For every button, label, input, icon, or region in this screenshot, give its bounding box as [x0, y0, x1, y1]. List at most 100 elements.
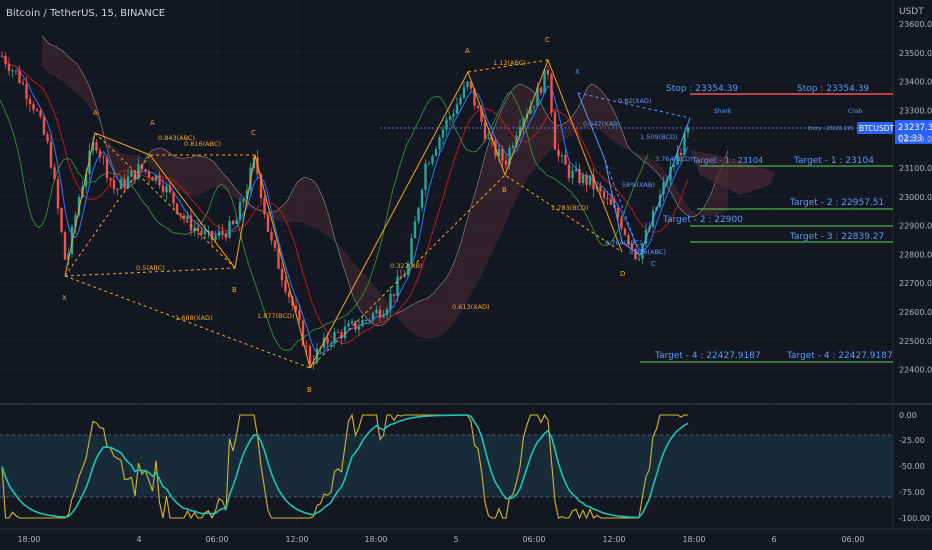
candle-body: [28, 98, 32, 105]
pattern-label: 0.816(ABC): [184, 140, 221, 148]
candle-body: [161, 185, 165, 193]
pattern-label: Crab: [848, 108, 862, 115]
candle-body: [511, 145, 515, 148]
candle-body: [179, 213, 182, 216]
candle-body: [347, 323, 350, 327]
candle-body: [459, 97, 462, 105]
candle-body: [508, 147, 511, 165]
time-tick: 6: [771, 535, 776, 544]
candle-body: [515, 135, 518, 146]
candle-body: [462, 87, 466, 98]
candle-body: [452, 113, 455, 117]
pattern-3-bd: [604, 159, 641, 256]
candle-body: [60, 208, 63, 232]
pattern-label: X: [62, 294, 67, 302]
candle-body: [592, 175, 595, 190]
candle-body: [368, 319, 371, 321]
time-tick: 06:00: [841, 535, 864, 544]
pattern-1-xd2: [64, 275, 311, 369]
candle-body: [189, 215, 193, 231]
candle-body: [634, 248, 637, 260]
time-tick: 06:00: [205, 535, 228, 544]
candle-body: [168, 186, 172, 193]
osc-tick: -100.00: [899, 514, 930, 523]
pattern-label: 1.12(ABC): [493, 59, 526, 67]
candle-body: [235, 220, 238, 224]
candle-body: [207, 231, 210, 233]
candle-body: [501, 148, 504, 161]
candle-body: [399, 276, 403, 278]
candle-body: [56, 179, 60, 209]
cloud-future: [690, 150, 775, 195]
time-tick: 5: [453, 535, 458, 544]
ichimoku-cloud: [41, 35, 775, 339]
candle-body: [522, 118, 525, 127]
candle-body: [312, 362, 315, 365]
candle-body: [25, 84, 28, 99]
pattern-label: 0.236(ABC): [629, 248, 666, 256]
candle-body: [350, 321, 354, 324]
candle-body: [305, 345, 308, 347]
last-price: 23237.37: [898, 123, 932, 133]
candle-body: [158, 175, 161, 186]
candle-body: [392, 293, 396, 296]
candle-body: [301, 320, 305, 346]
last-price-bg: [895, 120, 932, 144]
pattern-label: A: [150, 119, 155, 127]
candle-body: [606, 197, 609, 200]
price-tick: 23100.00: [899, 164, 932, 173]
stop-label-1: Stop : 23354.39: [666, 84, 738, 94]
candle-body: [88, 150, 91, 174]
candle-body: [364, 319, 368, 321]
price-tick: 22800.00: [899, 250, 932, 259]
candle-body: [266, 214, 270, 232]
candle-body: [473, 88, 476, 106]
candle-body: [602, 191, 606, 198]
candle-body: [112, 180, 116, 190]
price-tick: 23000.00: [899, 193, 932, 202]
candle-body: [336, 331, 340, 333]
candle-body: [354, 321, 357, 330]
price-tag: BTCUSDT 23237.37 02:33: [857, 120, 932, 144]
target-4-label-dup: Target - 4 : 22427.9187: [786, 351, 893, 361]
candle-body: [357, 326, 361, 330]
target-3-label: Target - 3 : 22839.27: [789, 232, 884, 242]
candle-body: [413, 221, 417, 239]
candle-body: [147, 171, 151, 178]
candle-body: [263, 198, 266, 215]
candle-body: [662, 182, 665, 195]
candle-body: [231, 220, 235, 224]
candle-body: [175, 203, 179, 214]
candle-body: [130, 170, 133, 177]
candle-body: [441, 129, 445, 138]
candle-body: [326, 337, 329, 344]
pattern-label: A: [465, 47, 470, 55]
candle-body: [259, 174, 263, 199]
candle-body: [277, 248, 280, 269]
candle-body: [214, 235, 217, 240]
osc-tick: -25.00: [899, 436, 925, 445]
pattern-label: 1.877(BCD): [257, 312, 295, 320]
candle-body: [329, 343, 333, 345]
candle-body: [18, 70, 21, 83]
candle-body: [105, 157, 109, 179]
oscillator-band: [0, 435, 893, 497]
pattern-1-xd: [64, 267, 236, 277]
candle-body: [343, 326, 347, 339]
candle-body: [221, 230, 224, 234]
candle-body: [0, 55, 4, 57]
pattern-label: 0.843(ABC): [158, 134, 195, 142]
candle-body: [154, 175, 158, 181]
candle-body: [67, 253, 70, 260]
candle-body: [126, 176, 130, 188]
candle-body: [294, 305, 298, 311]
pattern-label: 1.509(BCD): [640, 133, 678, 141]
stop-label-2: Stop : 23354.39: [797, 84, 869, 94]
candle-body: [637, 258, 641, 260]
candle-body: [284, 280, 287, 293]
candle-body: [609, 199, 613, 205]
pattern-3-legs: [577, 92, 691, 256]
candle-body: [203, 231, 207, 235]
pattern-1-ad: [94, 132, 236, 269]
